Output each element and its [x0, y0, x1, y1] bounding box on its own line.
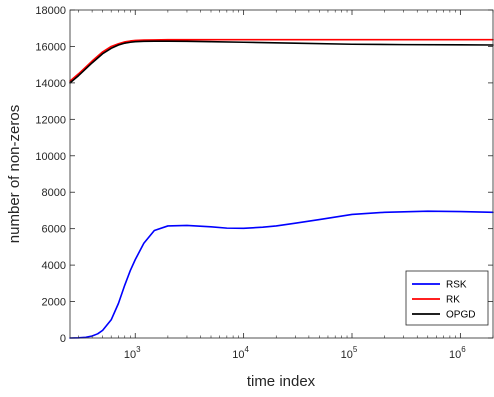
legend-label-rsk: RSK: [446, 280, 467, 291]
series-line-rsk: [69, 210, 494, 339]
y-tick-label: 8000: [42, 187, 66, 199]
x-tick-label-exponent: 4: [245, 345, 250, 354]
series-line-rk: [69, 38, 494, 82]
y-tick-label: 16000: [35, 41, 66, 53]
y-tick-label: 10000: [35, 151, 66, 163]
y-tick-label: 14000: [35, 78, 66, 90]
x-tick-label-base: 10: [341, 349, 353, 361]
series-layer: [69, 38, 494, 339]
x-tick-label-exponent: 5: [353, 345, 358, 354]
x-tick-label-base: 10: [449, 349, 461, 361]
x-tick-label: 103: [124, 345, 141, 361]
y-tick-label: 2000: [42, 297, 66, 309]
y-tick-label: 6000: [42, 224, 66, 236]
x-tick-label-exponent: 6: [461, 345, 466, 354]
legend: RSK RK OPGD: [405, 270, 489, 326]
ticks-layer: 0 2000 4000 6000 8000 10000 12000 14000 16000 180…: [35, 5, 494, 361]
y-axis-title: number of non-zeros: [6, 105, 23, 243]
x-tick-label-exponent: 3: [136, 345, 141, 354]
y-tick-label: 4000: [42, 260, 66, 272]
x-tick-label: 106: [449, 345, 466, 361]
series-line-opgd: [69, 40, 494, 84]
plot-frame: [69, 9, 494, 339]
x-tick-label-base: 10: [124, 349, 136, 361]
x-tick-label-base: 10: [232, 349, 244, 361]
x-tick-label: 105: [341, 345, 358, 361]
legend-label-opgd: OPGD: [446, 310, 475, 321]
legend-box: [405, 270, 489, 326]
x-tick-label: 104: [232, 345, 249, 361]
x-axis-title: time index: [247, 373, 316, 390]
y-tick-label: 0: [60, 333, 66, 345]
y-tick-label: 18000: [35, 5, 66, 17]
legend-label-rk: RK: [446, 295, 460, 306]
y-tick-label: 12000: [35, 114, 66, 126]
